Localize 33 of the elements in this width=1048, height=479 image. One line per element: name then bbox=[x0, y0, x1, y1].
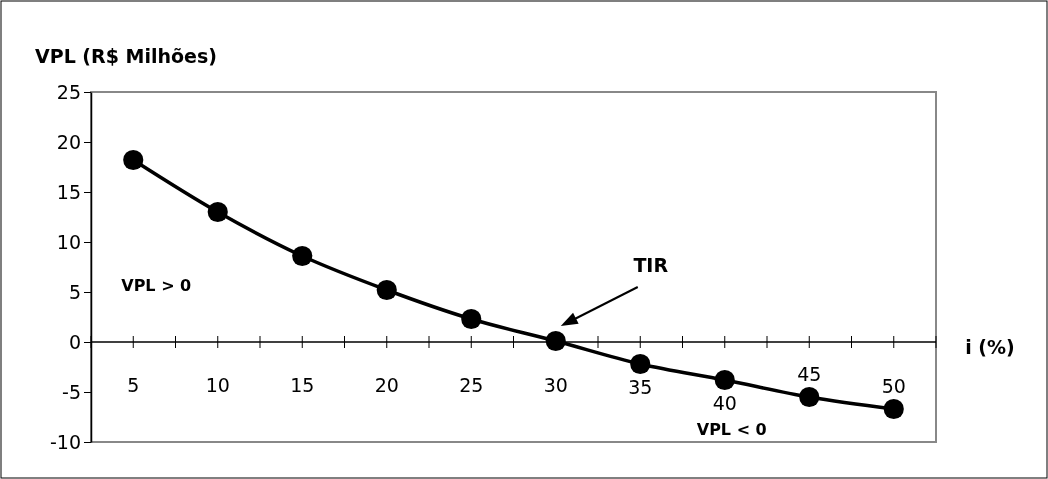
point bbox=[630, 353, 651, 375]
x-tick-label: 40 bbox=[712, 392, 737, 414]
x-tick-label: 35 bbox=[628, 376, 653, 398]
x-tick-label: 10 bbox=[205, 374, 230, 396]
point bbox=[207, 201, 228, 223]
x-tick-label: 15 bbox=[290, 374, 315, 396]
y-tick-label: 10 bbox=[56, 230, 81, 253]
point bbox=[376, 279, 397, 301]
annotation: TIR bbox=[633, 254, 669, 276]
point bbox=[292, 245, 313, 267]
annotation: VPL > 0 bbox=[121, 276, 192, 295]
point bbox=[123, 149, 144, 171]
point bbox=[799, 386, 820, 408]
point bbox=[545, 330, 566, 352]
y-tick-label: -5 bbox=[62, 380, 81, 403]
point bbox=[883, 398, 904, 420]
y-tick-label: 20 bbox=[56, 130, 81, 153]
y-tick-label: 0 bbox=[68, 330, 81, 353]
point bbox=[714, 369, 735, 391]
annotation: VPL < 0 bbox=[696, 420, 767, 439]
x-tick-label: 45 bbox=[797, 363, 822, 385]
x-tick-label: 20 bbox=[374, 374, 399, 396]
chart-title: VPL (R$ Milhões) bbox=[35, 45, 217, 67]
y-tick-label: 15 bbox=[56, 180, 81, 203]
y-tick-label: -10 bbox=[49, 430, 81, 453]
x-tick-label: 25 bbox=[459, 374, 484, 396]
x-axis-title: i (%) bbox=[965, 336, 1015, 358]
x-tick-label: 30 bbox=[543, 374, 568, 396]
y-tick-label: 5 bbox=[68, 280, 81, 303]
y-tick-label: 25 bbox=[56, 80, 81, 103]
point bbox=[461, 308, 482, 330]
x-tick-label: 50 bbox=[881, 375, 906, 397]
x-tick-label: 5 bbox=[127, 374, 140, 396]
